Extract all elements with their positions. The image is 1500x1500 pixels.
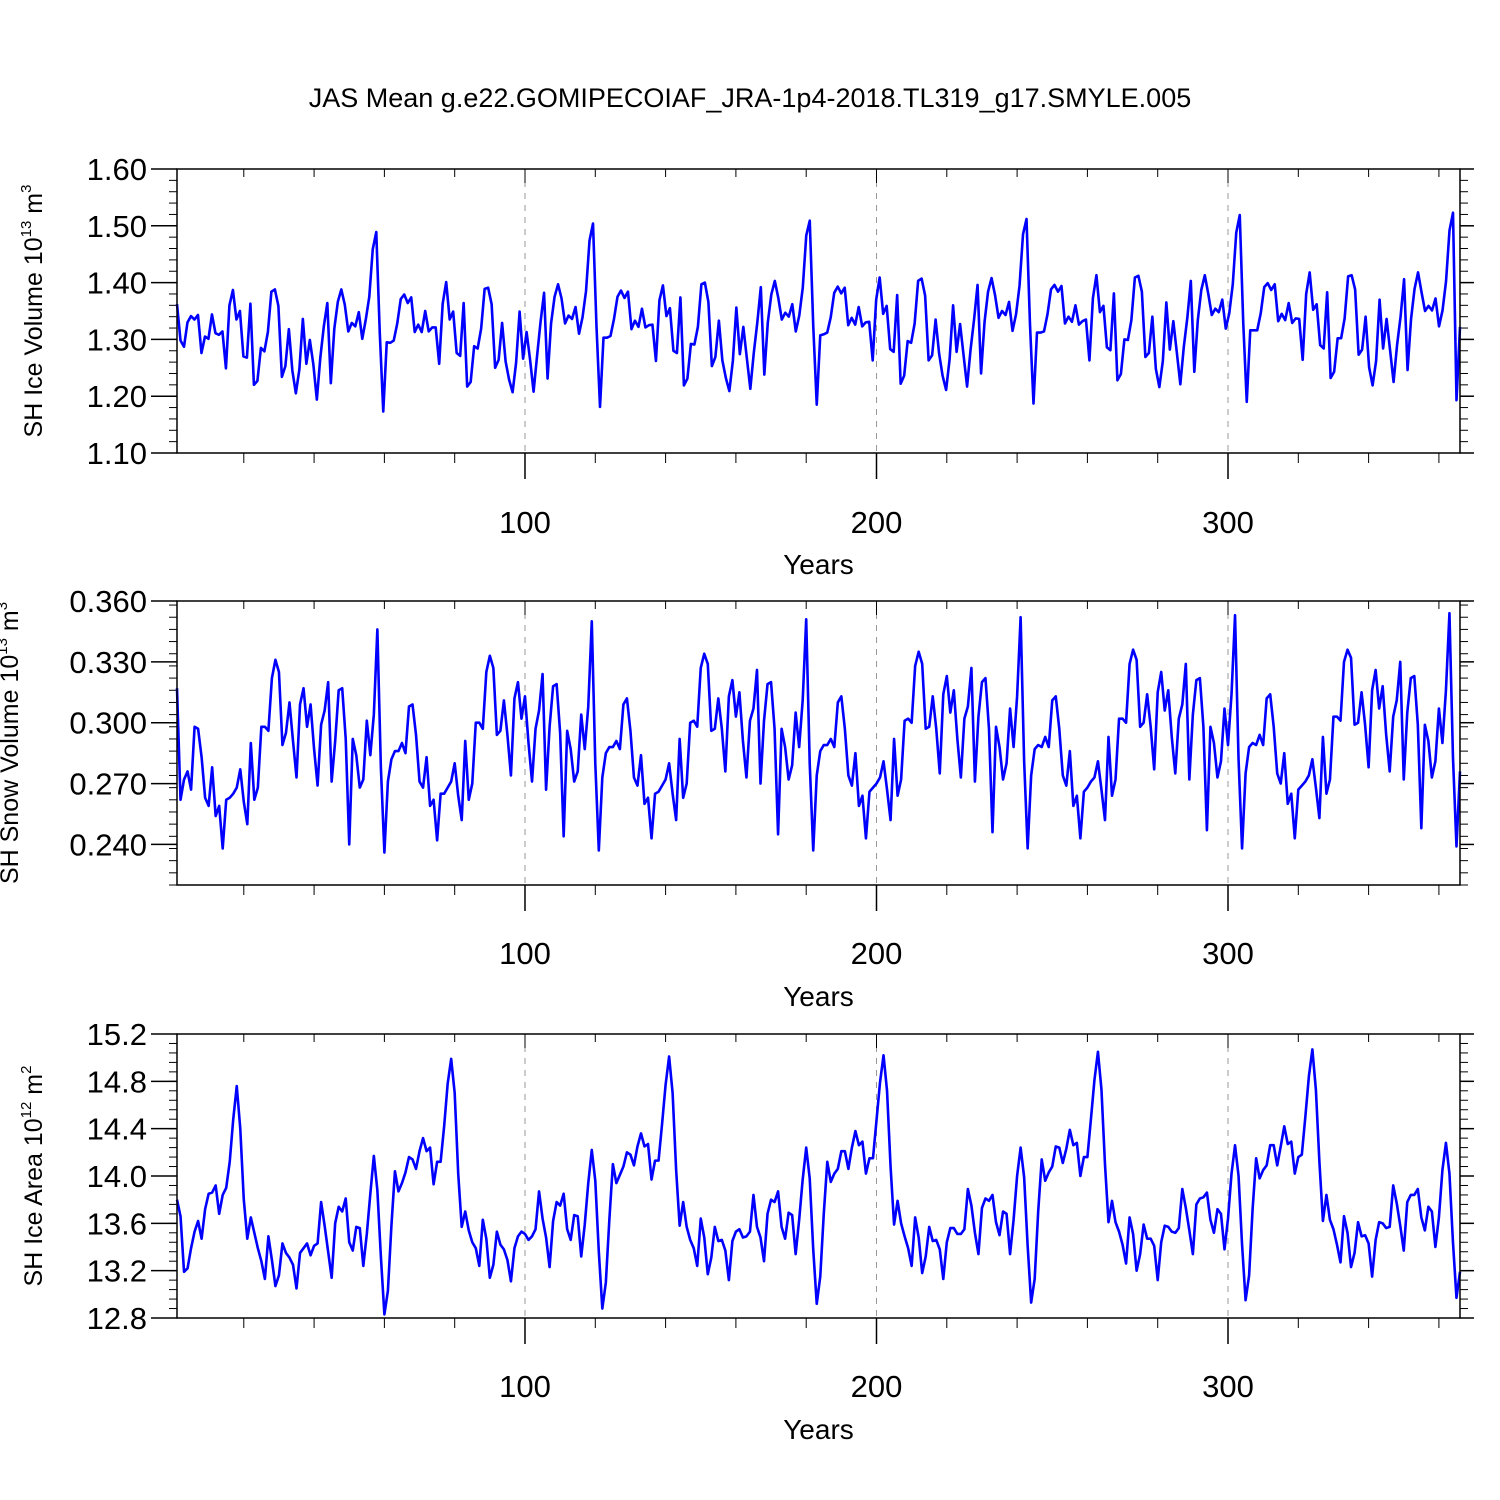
y-tick-label: 1.60 bbox=[87, 152, 147, 187]
y-axis-label-unit: m bbox=[0, 610, 24, 638]
series-line bbox=[175, 211, 1462, 413]
x-tick-label: 100 bbox=[499, 936, 551, 971]
y-axis-label-exponent: 12 bbox=[18, 1102, 35, 1119]
y-axis-label-unit: m bbox=[20, 193, 48, 221]
y-tick-label: 14.4 bbox=[87, 1112, 147, 1147]
x-tick-label: 200 bbox=[851, 505, 903, 540]
x-tick-label: 100 bbox=[499, 1369, 551, 1404]
y-axis-label-unit-exponent: 3 bbox=[18, 185, 35, 193]
y-axis-label-unit: m bbox=[20, 1074, 48, 1102]
y-axis-label-text: SH Ice Area 10 bbox=[20, 1118, 48, 1286]
y-tick-label: 0.360 bbox=[69, 584, 147, 619]
y-tick-label: 15.2 bbox=[87, 1017, 147, 1052]
series-line bbox=[175, 611, 1462, 854]
y-axis-label-exponent: 13 bbox=[18, 221, 35, 238]
x-axis-label: Years bbox=[783, 549, 854, 580]
y-axis-label: SH Snow Volume 1013 m3 bbox=[0, 602, 24, 884]
plot-frame bbox=[176, 168, 1461, 454]
y-axis-label-unit-exponent: 3 bbox=[0, 602, 11, 610]
y-tick-label: 12.8 bbox=[87, 1301, 147, 1336]
y-tick-label: 1.20 bbox=[87, 379, 147, 414]
figure-title: JAS Mean g.e22.GOMIPECOIAF_JRA-1p4-2018.… bbox=[309, 83, 1191, 113]
y-tick-label: 0.330 bbox=[69, 645, 147, 680]
y-tick-label: 0.300 bbox=[69, 706, 147, 741]
panel-ice-volume: 1.10 1.20 1.30 1.40 1.50 1.60 100 200 300 Years SH… bbox=[18, 152, 1474, 580]
x-tick-label: 300 bbox=[1202, 936, 1254, 971]
y-tick-label: 1.10 bbox=[87, 436, 147, 471]
x-tick-label: 100 bbox=[499, 505, 551, 540]
y-tick-label: 1.40 bbox=[87, 266, 147, 301]
y-axis-label-text: SH Snow Volume 10 bbox=[0, 655, 24, 884]
y-tick-label: 0.240 bbox=[69, 827, 147, 862]
y-tick-label: 13.2 bbox=[87, 1254, 147, 1289]
y-axis-label: SH Ice Volume 1013 m3 bbox=[18, 185, 48, 438]
y-tick-label: 1.30 bbox=[87, 322, 147, 357]
x-tick-label: 300 bbox=[1202, 505, 1254, 540]
x-tick-label: 200 bbox=[851, 1369, 903, 1404]
plot-frame bbox=[176, 1033, 1461, 1319]
y-axis-label-exponent: 13 bbox=[0, 638, 11, 655]
panel-snow-volume: 0.240 0.270 0.300 0.330 0.360 100 200 300 Years S… bbox=[0, 584, 1474, 1012]
x-axis-label: Years bbox=[783, 1414, 854, 1445]
y-tick-label: 14.8 bbox=[87, 1064, 147, 1099]
plot-frame bbox=[176, 600, 1461, 886]
x-tick-label: 300 bbox=[1202, 1369, 1254, 1404]
y-tick-label: 13.6 bbox=[87, 1206, 147, 1241]
x-tick-label: 200 bbox=[851, 936, 903, 971]
y-tick-label: 0.270 bbox=[69, 767, 147, 802]
y-axis-label-text: SH Ice Volume 10 bbox=[20, 237, 48, 437]
series-line bbox=[175, 1048, 1462, 1316]
y-tick-label: 1.50 bbox=[87, 209, 147, 244]
y-tick-label: 14.0 bbox=[87, 1159, 147, 1194]
y-axis-label: SH Ice Area 1012 m2 bbox=[18, 1066, 48, 1287]
y-axis-label-unit-exponent: 2 bbox=[18, 1066, 35, 1074]
x-axis-label: Years bbox=[783, 981, 854, 1012]
panel-ice-area: 12.8 13.2 13.6 14.0 14.4 14.8 15.2 100 200 300 Yea… bbox=[18, 1017, 1474, 1445]
